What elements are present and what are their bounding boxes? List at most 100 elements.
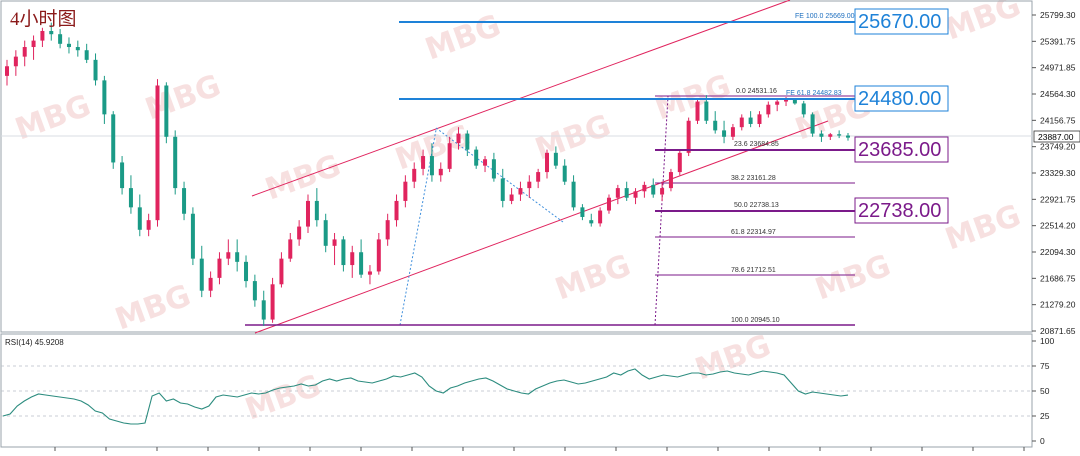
- candle-body: [819, 133, 824, 137]
- level-line-text: 50.0 22738.13: [734, 202, 779, 209]
- candle-body: [385, 220, 390, 240]
- candle-body: [828, 134, 833, 137]
- candle-body: [58, 34, 63, 44]
- price-tick-label: 23329.30: [1040, 168, 1076, 178]
- candle-body: [217, 258, 222, 278]
- candle-body: [545, 152, 550, 173]
- candle-body: [314, 200, 319, 221]
- candle-body: [128, 188, 133, 208]
- candle-body: [332, 239, 337, 246]
- level-labels: FE 100.0 25669.00 25670.00 FE 61.8 24482.8…: [399, 8, 949, 224]
- candle-body: [13, 56, 18, 67]
- fibonacci-levels: 0.0 24531.16 38.2 23161.28 61.8 22314.97 78…: [245, 88, 855, 326]
- candle-body: [739, 117, 744, 128]
- candle-body: [244, 261, 249, 282]
- candle-body: [633, 191, 638, 198]
- candle-body: [792, 99, 797, 104]
- level-box: [854, 197, 949, 224]
- candle-body: [775, 101, 780, 105]
- candle-body: [190, 213, 195, 259]
- candle-body: [474, 149, 479, 166]
- candle-body: [651, 184, 656, 195]
- chart-title: 4小时图: [10, 8, 77, 30]
- candle-body: [22, 47, 27, 57]
- candle-body: [394, 200, 399, 221]
- candle-body: [456, 133, 461, 144]
- candle-body: [536, 172, 541, 182]
- candle-series: [5, 22, 850, 326]
- level-label: 25670.00: [858, 11, 941, 33]
- candle-body: [465, 133, 470, 150]
- rsi-tick-label: 75: [1040, 361, 1050, 371]
- price-tick-label: 21686.75: [1040, 273, 1076, 283]
- channel-lower-line: [254, 120, 829, 334]
- candle-body: [111, 114, 116, 163]
- candle-body: [580, 207, 585, 217]
- candle-body: [235, 252, 240, 262]
- price-tick-label: 20871.65: [1040, 326, 1076, 336]
- price-tick-label: 23749.20: [1040, 142, 1076, 152]
- candle-body: [182, 188, 187, 214]
- candle-body: [624, 188, 629, 198]
- candle-body: [49, 30, 54, 35]
- candle-body: [412, 168, 417, 182]
- current-price-label: 23887.00: [1038, 132, 1074, 142]
- candle-body: [146, 220, 151, 230]
- candle-body: [518, 188, 523, 195]
- rsi-tick-label: 0: [1040, 436, 1045, 446]
- level-line-text: FE 100.0 25669.00: [795, 13, 855, 20]
- candle-body: [164, 85, 169, 137]
- fib-line-label: 100.0 20945.10: [731, 317, 780, 324]
- price-tick-label: 22514.20: [1040, 221, 1076, 231]
- candle-body: [660, 188, 665, 195]
- level-label: 24480.00: [858, 88, 941, 110]
- level-box: [854, 8, 949, 35]
- candle-body: [589, 220, 594, 224]
- candle-body: [155, 85, 160, 221]
- candle-body: [757, 114, 762, 124]
- candle-body: [288, 239, 293, 259]
- candle-body: [606, 197, 611, 211]
- candle-body: [261, 300, 266, 320]
- candle-body: [199, 258, 204, 291]
- candle-body: [429, 156, 434, 176]
- candle-body: [447, 143, 452, 169]
- candle-body: [668, 172, 673, 189]
- candle-body: [553, 152, 558, 166]
- candle-body: [226, 252, 231, 259]
- candle-body: [695, 101, 700, 121]
- candle-body: [102, 80, 107, 115]
- candle-body: [350, 252, 355, 266]
- level-label: 23685.00: [858, 139, 941, 161]
- time-axis-ticks: [54, 447, 1025, 451]
- candle-body: [704, 101, 709, 121]
- candle-body: [837, 134, 842, 136]
- candle-body: [66, 43, 71, 48]
- level-label: 22738.00: [858, 200, 941, 222]
- candle-body: [305, 200, 310, 227]
- price-tick-label: 25799.30: [1040, 10, 1076, 20]
- candle-body: [252, 281, 257, 301]
- candle-body: [748, 117, 753, 124]
- price-tick-label: 24156.75: [1040, 115, 1076, 125]
- candle-body: [722, 130, 727, 137]
- rsi-tick-label: 100: [1040, 336, 1054, 346]
- level-line-text: FE 61.8 24482.83: [786, 90, 842, 97]
- candle-body: [801, 103, 806, 115]
- rsi-tick-label: 25: [1040, 411, 1050, 421]
- candle-body: [571, 181, 576, 208]
- candle-body: [766, 104, 771, 115]
- price-tick-label: 22921.75: [1040, 194, 1076, 204]
- candle-body: [93, 59, 98, 81]
- current-price-box: [1033, 130, 1080, 143]
- fib-line-label: 38.2 23161.28: [731, 175, 776, 182]
- fib-line-label: 61.8 22314.97: [731, 229, 776, 236]
- fib-line-label: 0.0 24531.16: [736, 88, 777, 95]
- candle-body: [438, 168, 443, 176]
- candle-body: [279, 258, 284, 285]
- candle-body: [713, 120, 718, 131]
- candle-body: [75, 47, 80, 51]
- candle-body: [810, 114, 815, 134]
- candle-body: [84, 50, 89, 60]
